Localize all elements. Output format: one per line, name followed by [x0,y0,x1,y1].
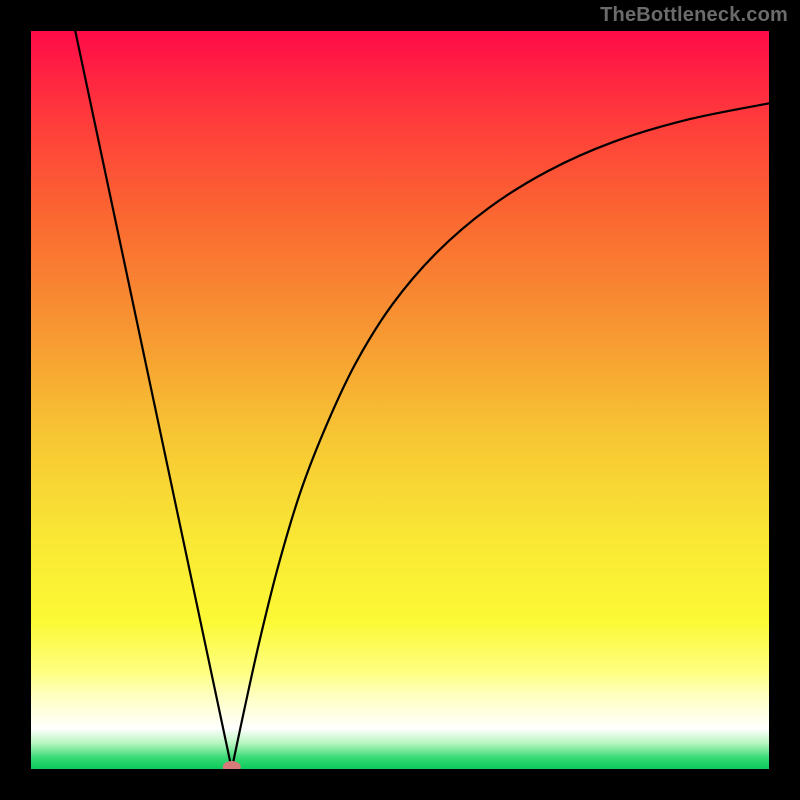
chart-frame: TheBottleneck.com [0,0,800,800]
watermark-text: TheBottleneck.com [600,4,788,27]
plot-svg [31,31,769,769]
plot-area [31,31,769,769]
